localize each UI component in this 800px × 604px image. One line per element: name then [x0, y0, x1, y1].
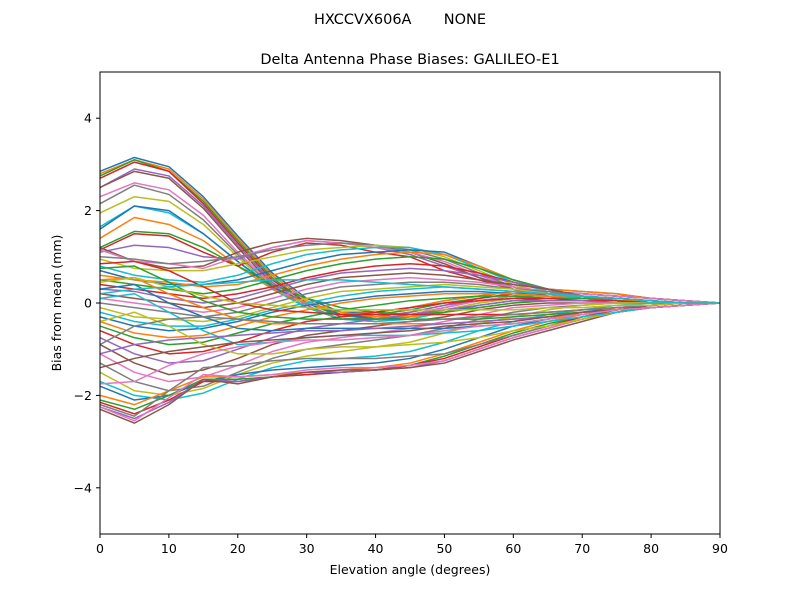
y-tick-label: 4: [84, 111, 92, 126]
y-axis-ticks: −4 −2 0 2 4: [74, 111, 100, 495]
series-line-s57: [99, 302, 721, 385]
x-tick-label: 50: [436, 541, 452, 556]
series-line-s34: [99, 297, 720, 355]
x-tick-label: 10: [161, 541, 177, 556]
x-tick-label: 30: [299, 541, 315, 556]
series-line-s58: [99, 302, 720, 346]
x-tick-label: 60: [505, 541, 521, 556]
y-tick-label: −2: [74, 388, 92, 403]
y-tick-label: 0: [84, 296, 92, 311]
x-tick-label: 40: [368, 541, 384, 556]
x-tick-label: 0: [96, 541, 104, 556]
series-layer: [99, 156, 721, 424]
x-tick-label: 70: [574, 541, 590, 556]
figure-suptitle: HXCCVX606A NONE: [314, 12, 486, 28]
y-tick-label: 2: [84, 203, 92, 218]
x-axis-label: Elevation angle (degrees): [330, 562, 491, 577]
x-tick-label: 20: [230, 541, 246, 556]
series-line-s39: [99, 302, 720, 397]
x-tick-label: 80: [643, 541, 659, 556]
chart-title: Delta Antenna Phase Biases: GALILEO-E1: [260, 52, 559, 68]
x-tick-label: 90: [712, 541, 728, 556]
y-tick-label: −4: [74, 480, 92, 495]
x-axis-ticks: 0 10 20 30 40 50 60 70 80 90: [96, 534, 728, 556]
series-line-s60: [99, 279, 720, 304]
y-axis-label: Bias from mean (mm): [49, 235, 64, 372]
series-line-s59: [99, 276, 720, 311]
